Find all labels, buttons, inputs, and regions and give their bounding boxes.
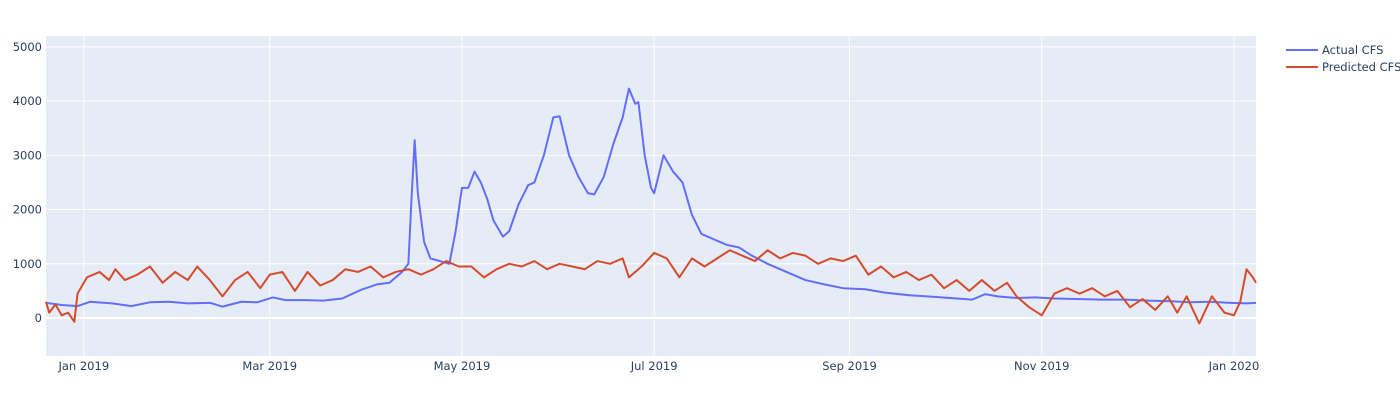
legend-label-predicted: Predicted CFS — [1322, 60, 1400, 74]
grid-lines — [46, 36, 1256, 356]
x-tick-label: Nov 2019 — [1014, 359, 1069, 373]
plot-background — [46, 36, 1256, 356]
y-tick-label: 1000 — [13, 257, 42, 271]
legend-label-actual: Actual CFS — [1322, 43, 1383, 57]
y-tick-label: 4000 — [13, 94, 42, 108]
y-tick-label: 0 — [35, 311, 42, 325]
x-tick-label: Sep 2019 — [822, 359, 877, 373]
legend[interactable]: Actual CFS Predicted CFS — [1286, 43, 1400, 74]
axis-labels: 0 1000 2000 3000 4000 5000 Jan 2019 Mar 2019 May… — [13, 40, 1260, 373]
series-line-actual-cfs[interactable] — [45, 87, 1257, 308]
x-tick-label: Jul 2019 — [630, 359, 678, 373]
y-tick-label: 2000 — [13, 203, 42, 217]
x-tick-label: Mar 2019 — [242, 359, 297, 373]
y-tick-label: 5000 — [13, 40, 42, 54]
y-tick-label: 3000 — [13, 148, 42, 162]
x-tick-label: Jan 2020 — [1208, 359, 1260, 373]
series-line-predicted-cfs[interactable] — [45, 249, 1257, 325]
series-lines — [45, 87, 1257, 325]
x-tick-label: May 2019 — [434, 359, 491, 373]
x-tick-label: Jan 2019 — [57, 359, 109, 373]
